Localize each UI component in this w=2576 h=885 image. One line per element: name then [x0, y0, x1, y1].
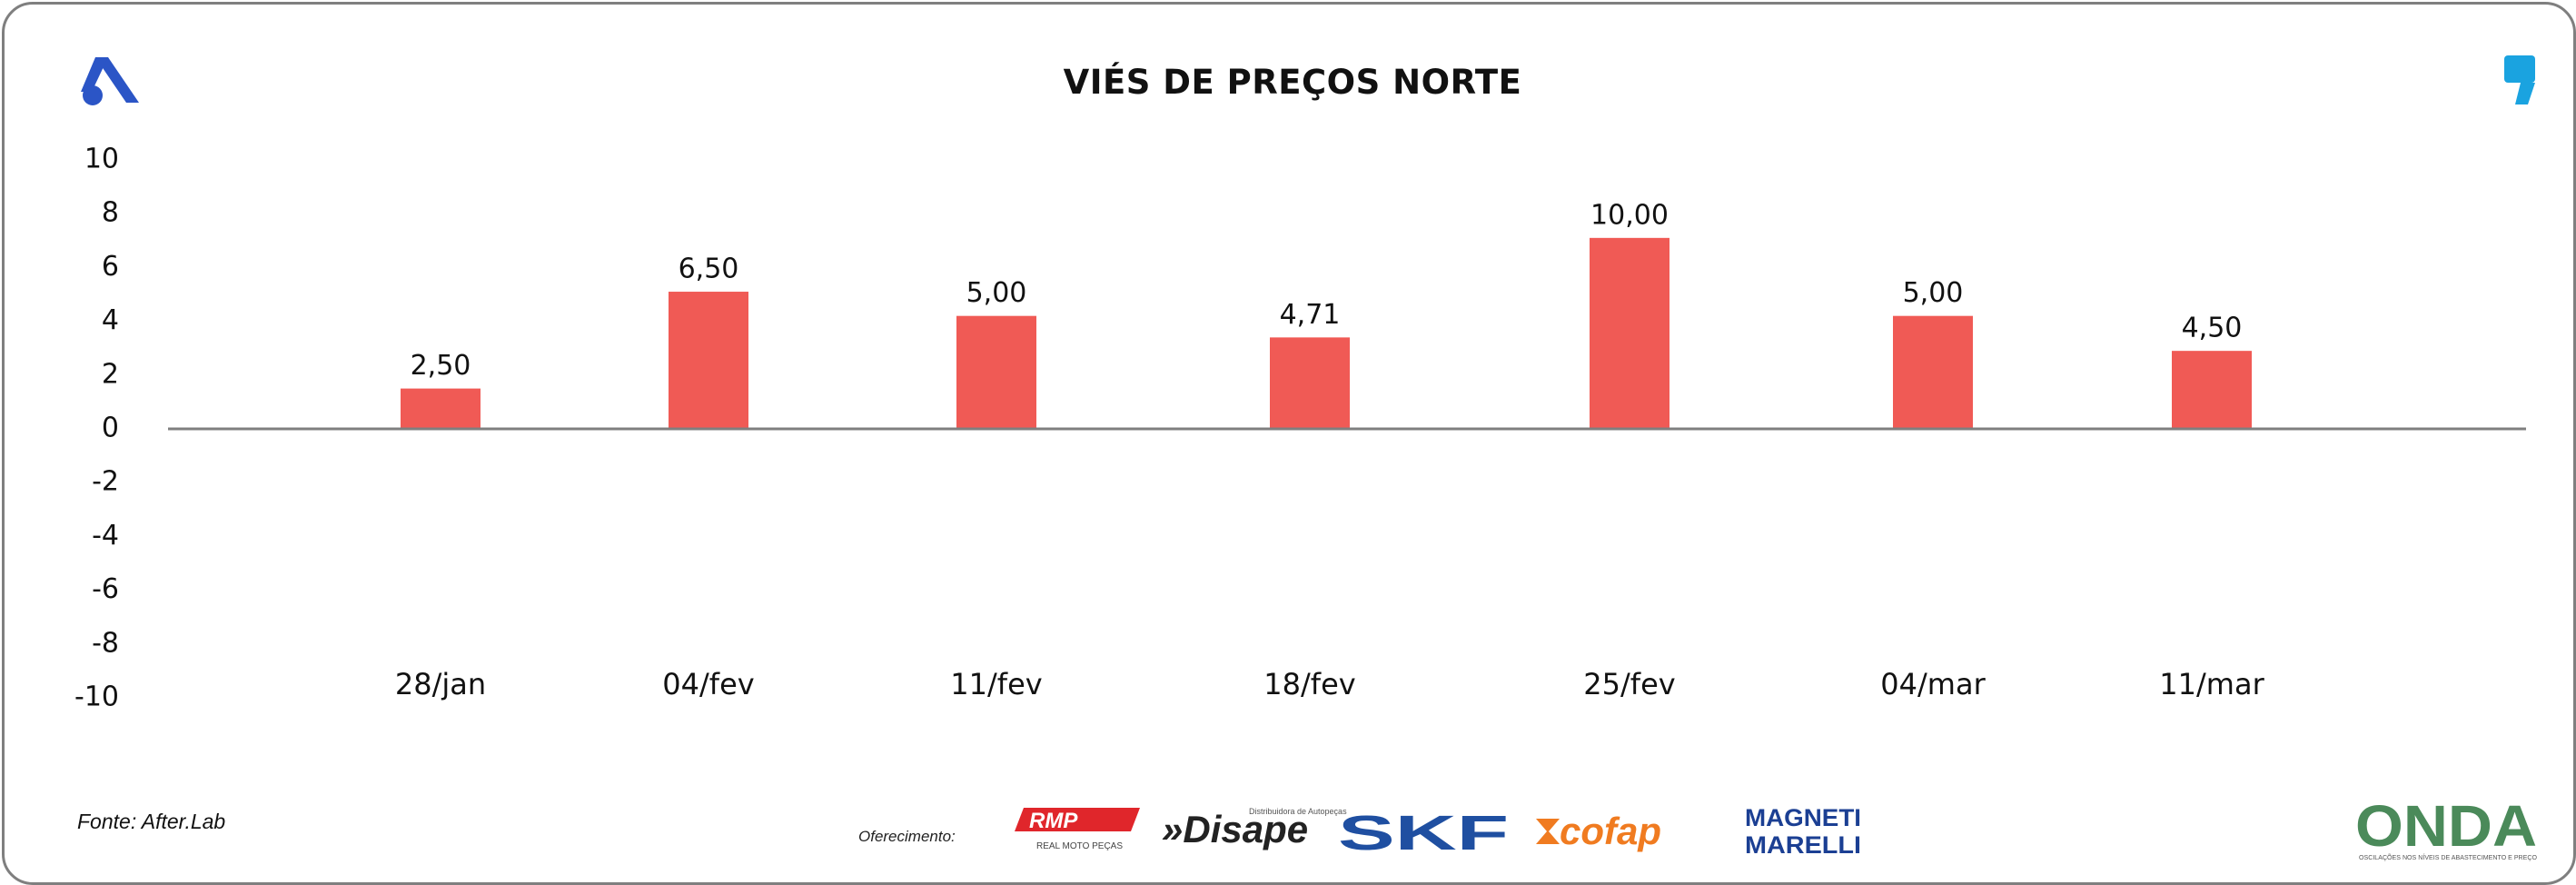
data-label: 4,50 — [2182, 313, 2243, 344]
x-tick-label: 28/jan — [395, 667, 486, 701]
data-label: 2,50 — [411, 350, 471, 382]
bar-04/fev — [669, 292, 748, 429]
bar-chart: 10 8 6 4 2 0 -2 -4 -6 -8 -10 28/jan 04/fev 11/fev 18/… — [74, 55, 2538, 861]
x-tick-label: 04/fev — [662, 667, 754, 701]
y-tick-label: -2 — [92, 466, 119, 498]
x-tick-label: 25/fev — [1583, 667, 1675, 701]
x-tick-label: 11/mar — [2159, 667, 2264, 701]
rmp-logo-text: RMP — [1029, 809, 1078, 833]
sponsor-cofap-logo: cofap — [1536, 810, 1661, 852]
sponsor-disape-logo: »Disape Distribuidora de Autopeças — [1162, 807, 1347, 850]
y-tick-label: -8 — [92, 627, 119, 659]
after-lab-logo-icon — [81, 57, 139, 105]
data-label: 5,00 — [966, 277, 1027, 309]
rmp-logo-subtext: REAL MOTO PEÇAS — [1036, 841, 1123, 851]
data-label: 5,00 — [1903, 277, 1964, 309]
quote-mark-icon — [2504, 55, 2535, 104]
y-tick-label: 8 — [102, 197, 119, 229]
y-tick-label: -6 — [92, 573, 119, 605]
bar-11/fev — [956, 315, 1036, 429]
bar-11/mar — [2172, 351, 2252, 429]
y-tick-label: 10 — [84, 144, 119, 175]
y-tick-label: 4 — [102, 304, 119, 336]
onda-logo-subtext: OSCILAÇÕES NOS NÍVEIS DE ABASTECIMENTO E… — [2359, 853, 2538, 861]
x-tick-label: 18/fev — [1263, 667, 1355, 701]
disape-logo-subtext: Distribuidora de Autopeças — [1249, 807, 1347, 816]
sponsor-magneti-marelli-logo: MAGNETI MARELLI — [1745, 804, 1861, 859]
skf-logo-text: SKF — [1338, 806, 1509, 860]
bar-04/mar — [1893, 315, 1973, 429]
bar-28/jan — [401, 388, 481, 429]
sponsor-label: Oferecimento: — [858, 828, 956, 845]
data-label: 6,50 — [679, 254, 739, 285]
chart-title: VIÉS DE PREÇOS NORTE — [1063, 63, 1522, 102]
y-tick-label: -10 — [74, 681, 119, 713]
onda-logo-text: ONDA — [2355, 793, 2537, 859]
bar-18/fev — [1270, 337, 1350, 429]
disape-logo-text: »Disape — [1162, 808, 1308, 850]
x-tick-label: 04/mar — [1880, 667, 1986, 701]
y-tick-label: 2 — [102, 358, 119, 390]
data-label: 10,00 — [1590, 199, 1669, 231]
y-tick-label: -4 — [92, 520, 119, 552]
y-tick-label: 0 — [102, 413, 119, 444]
x-tick-label: 11/fev — [950, 667, 1042, 701]
source-note: Fonte: After.Lab — [77, 810, 226, 833]
magneti-logo-line2: MARELLI — [1745, 831, 1861, 859]
data-label: 4,71 — [1280, 299, 1341, 331]
y-tick-label: 6 — [102, 251, 119, 283]
sponsor-rmp-logo: RMP REAL MOTO PEÇAS — [1015, 808, 1140, 851]
cofap-logo-text: cofap — [1560, 810, 1661, 852]
bar-25/fev — [1590, 237, 1669, 429]
sponsor-skf-logo: SKF — [1338, 806, 1509, 860]
onda-logo: ONDA OSCILAÇÕES NOS NÍVEIS DE ABASTECIME… — [2355, 793, 2538, 861]
magneti-logo-line1: MAGNETI — [1745, 804, 1861, 831]
